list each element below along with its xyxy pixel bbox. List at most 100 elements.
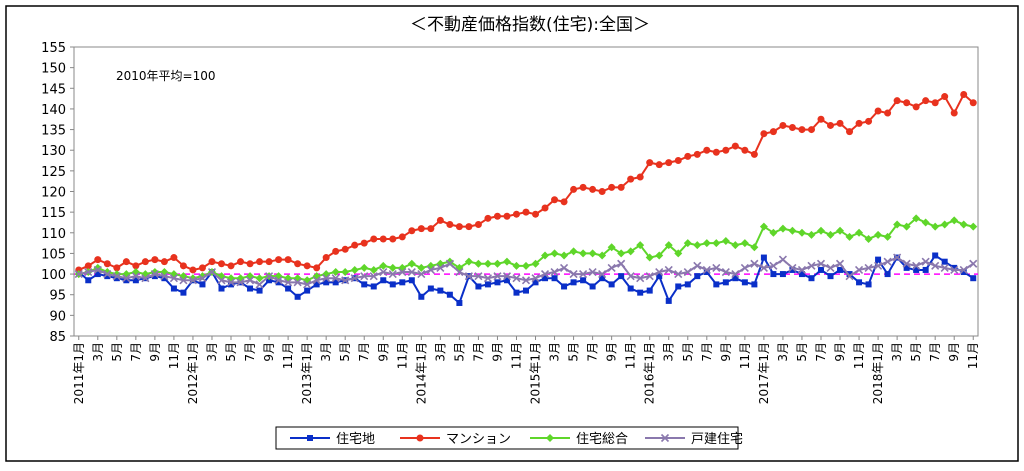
marker: [312, 276, 321, 285]
marker: [865, 281, 872, 288]
marker: [294, 293, 301, 300]
marker: [779, 121, 787, 129]
marker: [931, 99, 939, 107]
marker: [379, 261, 388, 270]
marker: [959, 265, 968, 275]
marker: [750, 259, 759, 268]
marker: [398, 267, 407, 277]
x-tick-label: 3月: [91, 342, 105, 362]
marker: [284, 278, 293, 287]
marker: [903, 99, 911, 107]
marker: [713, 281, 720, 288]
marker: [636, 241, 645, 250]
marker: [218, 285, 225, 292]
y-tick-label: 120: [41, 186, 66, 201]
marker: [902, 222, 911, 231]
marker: [580, 277, 587, 284]
marker: [332, 247, 340, 255]
marker: [542, 275, 549, 282]
marker: [512, 261, 521, 270]
marker: [665, 159, 673, 167]
x-tick-label: 11月: [738, 342, 752, 369]
marker: [712, 263, 721, 272]
marker: [960, 90, 968, 98]
marker: [864, 263, 873, 272]
marker: [294, 260, 302, 268]
x-tick-label: 2016年1月: [643, 342, 657, 404]
marker: [637, 289, 644, 296]
marker: [636, 173, 644, 181]
y-tick-label: 95: [49, 289, 66, 304]
legend-box: [275, 426, 739, 450]
marker: [170, 285, 177, 292]
marker: [674, 249, 683, 258]
marker: [160, 258, 168, 266]
marker: [683, 239, 692, 248]
marker: [589, 283, 596, 290]
marker: [531, 259, 540, 268]
marker: [436, 216, 444, 224]
marker: [522, 261, 530, 270]
marker: [417, 263, 426, 272]
marker: [131, 272, 140, 281]
marker: [608, 183, 616, 191]
marker: [740, 263, 749, 272]
chart-title: ＜不動産価格指数(住宅):全国＞: [410, 15, 650, 35]
marker: [770, 271, 777, 278]
marker: [921, 218, 930, 227]
marker: [608, 281, 615, 288]
marker: [399, 279, 406, 286]
legend-label: 住宅総合: [576, 432, 628, 447]
marker: [702, 265, 711, 275]
marker: [627, 285, 634, 292]
marker: [541, 204, 549, 212]
marker: [370, 283, 377, 290]
marker: [588, 249, 597, 258]
marker: [570, 185, 578, 193]
y-tick-label: 85: [49, 330, 66, 345]
x-tick-label: 9月: [605, 342, 619, 362]
marker: [769, 228, 778, 237]
marker: [245, 276, 255, 285]
marker: [560, 198, 568, 206]
marker: [864, 234, 873, 243]
marker: [559, 263, 569, 272]
marker: [807, 230, 816, 239]
marker: [170, 254, 178, 262]
marker: [341, 276, 350, 285]
marker: [883, 257, 892, 266]
y-tick-label: 130: [41, 144, 66, 159]
marker: [417, 225, 425, 233]
marker: [731, 270, 740, 279]
marker: [132, 262, 140, 270]
marker: [760, 254, 767, 261]
marker: [323, 279, 330, 286]
marker: [808, 275, 815, 282]
marker: [721, 237, 730, 246]
marker: [941, 93, 949, 101]
x-tick-label: 2015年1月: [529, 342, 543, 404]
marker: [236, 278, 245, 287]
marker: [74, 270, 83, 279]
marker: [350, 265, 359, 274]
marker: [931, 261, 940, 270]
x-tick-label: 3月: [319, 342, 333, 362]
marker: [407, 267, 416, 277]
marker: [502, 272, 512, 281]
marker: [427, 285, 434, 292]
marker: [778, 224, 787, 233]
marker: [84, 262, 92, 270]
marker: [389, 281, 396, 288]
marker: [826, 263, 835, 272]
marker: [816, 259, 826, 268]
marker: [351, 241, 359, 249]
marker: [827, 121, 835, 129]
marker: [856, 279, 863, 286]
marker: [865, 117, 873, 125]
marker: [550, 249, 559, 258]
marker: [85, 277, 92, 284]
marker: [303, 262, 311, 270]
marker: [389, 235, 397, 243]
marker: [484, 281, 491, 288]
